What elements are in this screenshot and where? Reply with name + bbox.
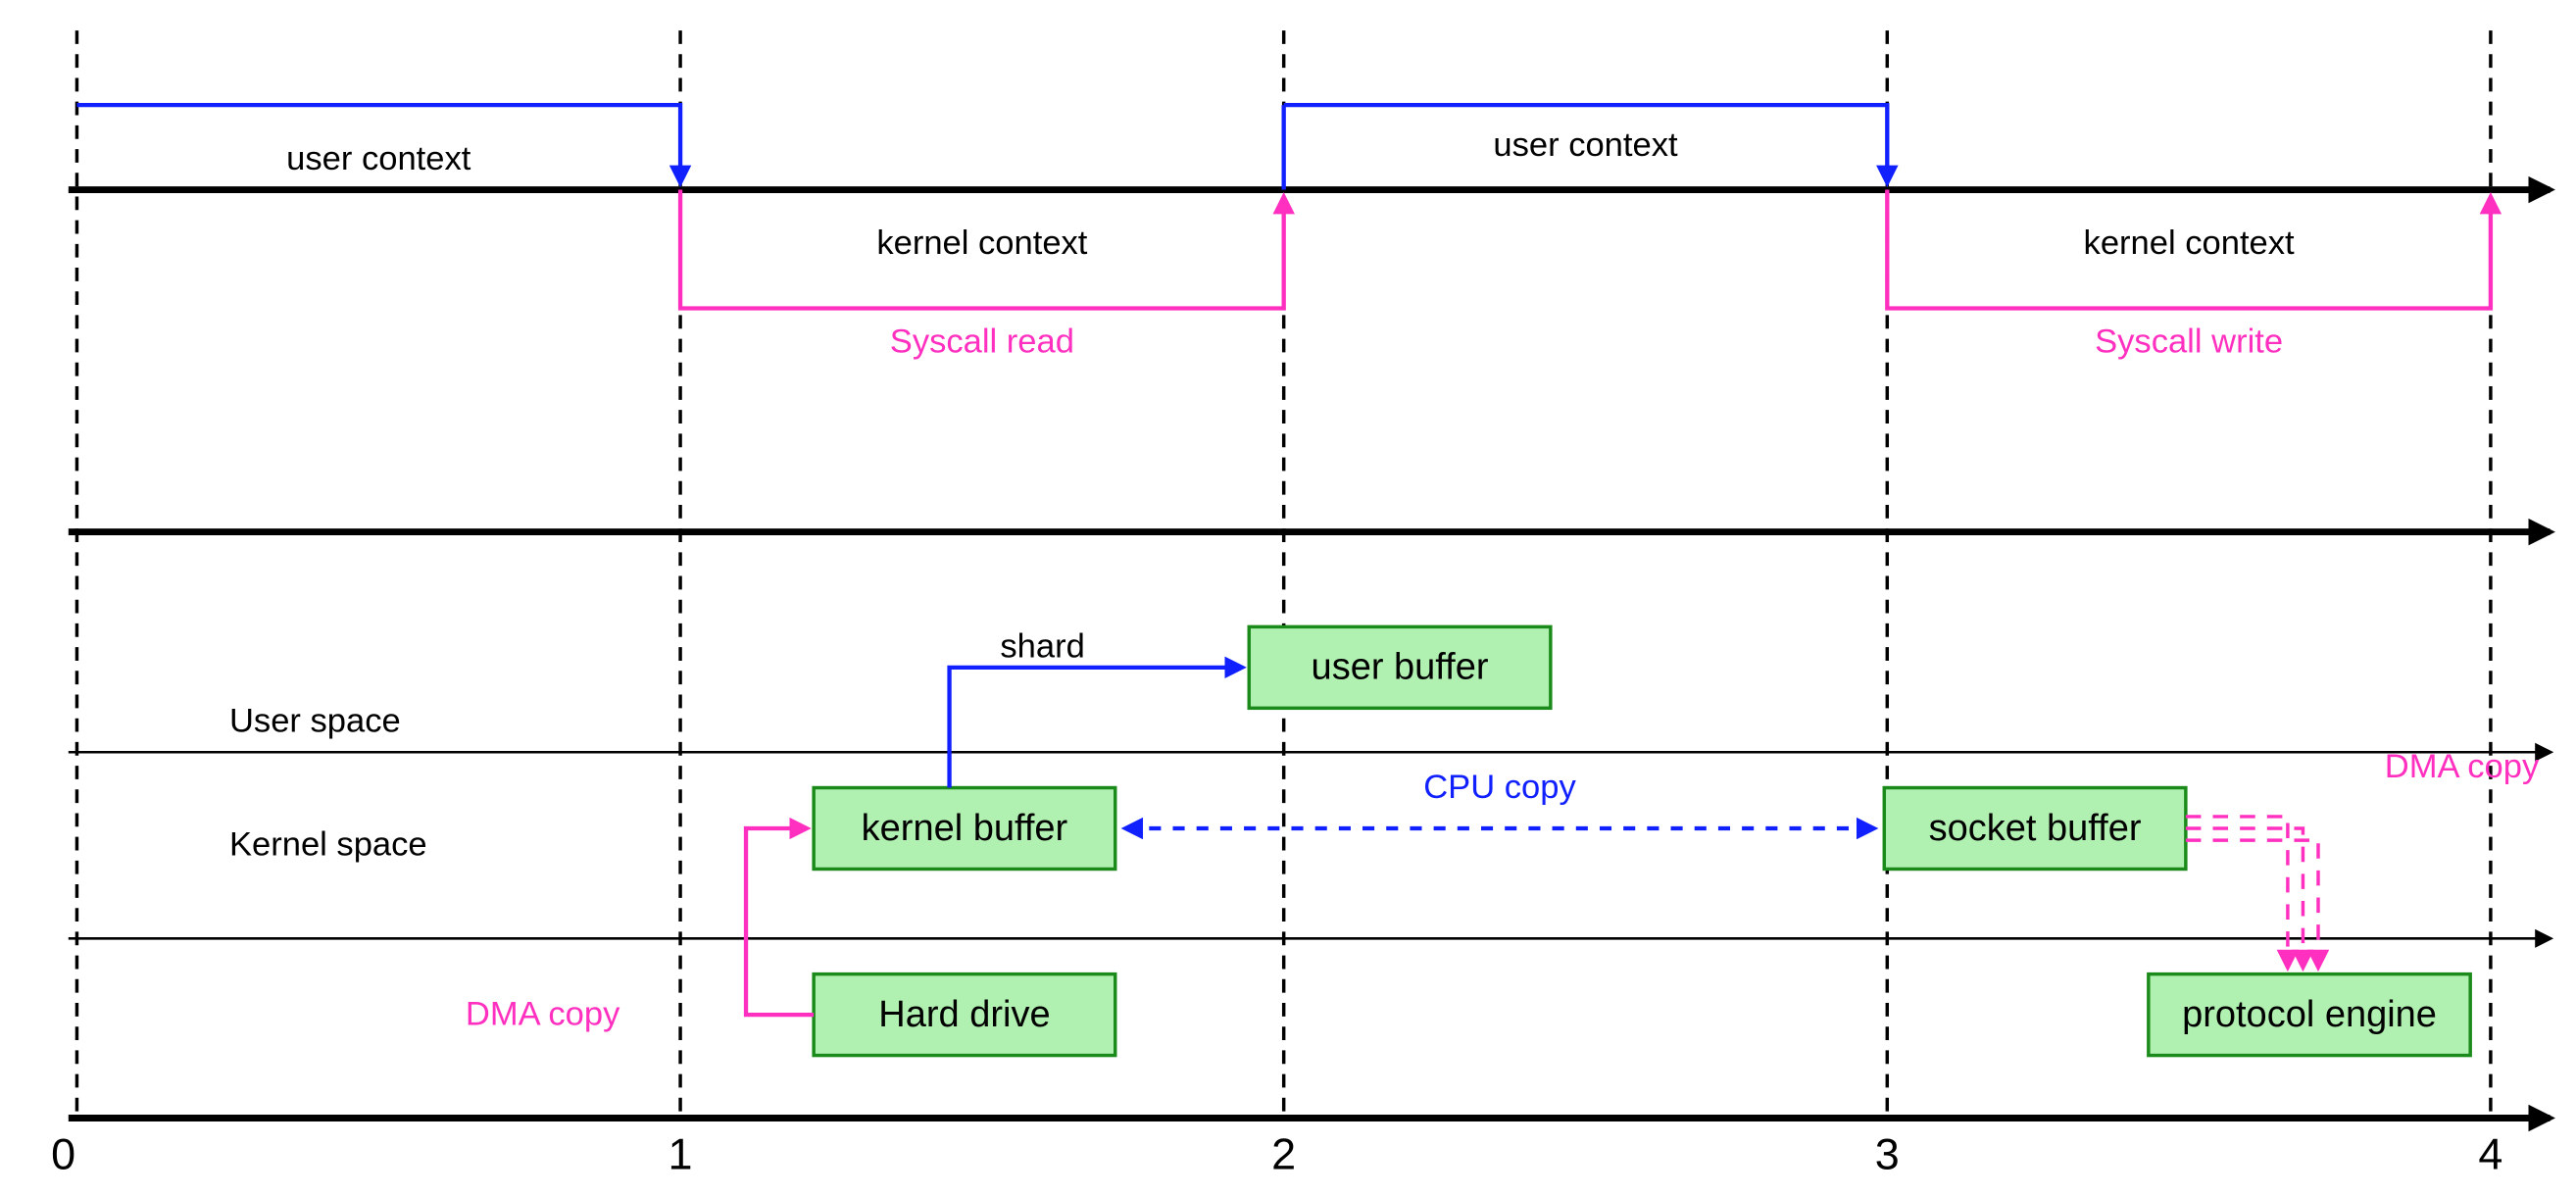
cpu-copy-label: CPU copy <box>1423 769 1576 806</box>
protocol-engine-label: protocol engine <box>2182 994 2437 1035</box>
user-buffer-label: user buffer <box>1312 647 1489 688</box>
dma-copy-left-arrow <box>746 828 814 1015</box>
kernel-space-label: Kernel space <box>229 826 427 864</box>
shard-label: shard <box>1000 627 1084 665</box>
user-context-label-2: user context <box>1493 126 1678 164</box>
kernel-context-label-1: kernel context <box>876 224 1087 262</box>
syscall-write-label: Syscall write <box>2095 323 2283 360</box>
tick-2: 2 <box>1271 1128 1296 1178</box>
tick-1: 1 <box>669 1128 693 1178</box>
socket-buffer-label: socket buffer <box>1929 808 2142 849</box>
tick-0: 0 <box>51 1128 75 1178</box>
tick-4: 4 <box>2478 1128 2502 1178</box>
dma-copy-left-label: DMA copy <box>466 995 620 1032</box>
syscall-read-label: Syscall read <box>890 323 1074 360</box>
user-space-label: User space <box>229 703 401 740</box>
dma-copy-right-arrow-1 <box>2186 828 2304 968</box>
kernel-context-label-2: kernel context <box>2084 224 2295 262</box>
tick-3: 3 <box>1875 1128 1900 1178</box>
kernel-buffer-label: kernel buffer <box>862 808 1068 849</box>
shard-arrow <box>950 668 1243 788</box>
user-context-label-1: user context <box>286 140 471 177</box>
dma-copy-right-label: DMA copy <box>2385 748 2540 785</box>
dma-copy-right-arrow-2 <box>2186 840 2318 968</box>
hard-drive-label: Hard drive <box>878 994 1050 1035</box>
